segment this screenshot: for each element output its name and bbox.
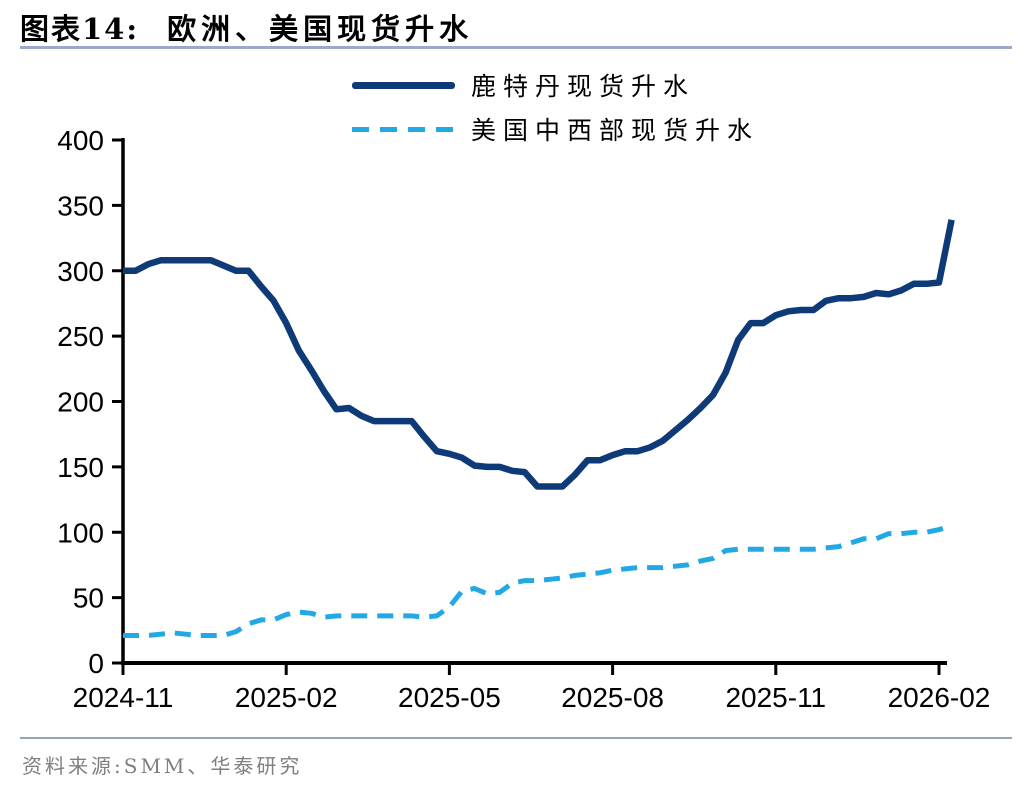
y-tick-label: 250 [57,321,104,352]
x-tick-label: 2026-02 [888,682,991,713]
legend-item-rotterdam: 鹿特丹现货升水 [352,66,759,104]
x-tick-label: 2025-05 [398,682,501,713]
y-tick-label: 200 [57,387,104,418]
source-note: 资料来源:SMM、华泰研究 [22,754,303,778]
y-tick-label: 400 [57,125,104,156]
footer-divider [20,737,1012,739]
chart-title: 图表14: 欧洲、美国现货升水 [20,6,473,48]
x-tick-label: 2024-11 [73,682,174,713]
rotterdam-line-swatch [352,81,455,89]
y-tick-label: 100 [57,517,104,548]
chart-legend: 鹿特丹现货升水 美国中西部现货升水 [352,66,759,148]
y-tick-label: 150 [57,452,104,483]
chart-title-text: 欧洲、美国现货升水 [167,12,474,46]
legend-label-midwest: 美国中西部现货升水 [471,116,760,145]
legend-label-rotterdam: 鹿特丹现货升水 [471,72,696,101]
legend-item-midwest: 美国中西部现货升水 [352,110,759,148]
y-tick-label: 350 [57,190,104,221]
y-tick-label: 300 [57,256,104,287]
chart-title-number: 图表14: [20,12,140,46]
y-tick-label: 50 [73,583,104,614]
y-tick-label: 0 [88,648,104,679]
midwest-line-swatch [352,126,455,132]
rotterdam-premium-line [123,219,955,490]
us-midwest-premium-line [123,523,953,638]
x-tick-label: 2025-11 [725,682,826,713]
x-tick-label: 2025-02 [235,682,338,713]
title-underline [20,46,1012,49]
x-tick-label: 2025-08 [561,682,664,713]
